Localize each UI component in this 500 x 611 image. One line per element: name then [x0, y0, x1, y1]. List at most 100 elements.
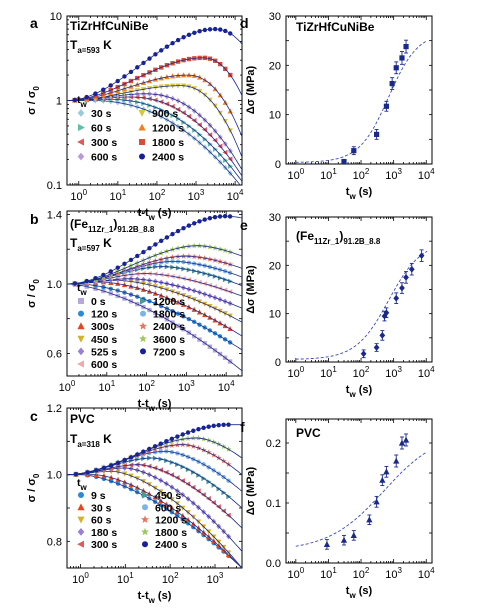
panel-title: (Fe11Zr_1)91.2B_8.8 [296, 229, 381, 246]
data-point [383, 100, 390, 112]
y-tick-label: 0.6 [47, 348, 62, 360]
legend-item: 180 s [77, 527, 117, 539]
legend-marker [77, 516, 85, 524]
data-point [398, 436, 406, 450]
legend-label: 60 s [91, 123, 112, 135]
x-tick-label: 101 [320, 566, 337, 581]
point-marker [393, 294, 400, 302]
legend-item: 300s [77, 321, 115, 333]
y-axis-label: Δσ (MPa) [245, 265, 257, 314]
legend-label: 900 s [152, 108, 178, 120]
fit-curve [295, 451, 428, 547]
panel-e: 100 101 102 103 104 0 10 20 30 tw (s) Δσ (MPa) e (Fe… [240, 212, 435, 399]
legend-item: 2400 s [139, 152, 184, 164]
y-tick-label: 1.4 [47, 209, 62, 221]
legend-marker [141, 515, 149, 523]
panel-label: e [240, 217, 248, 233]
series-2400s [67, 26, 242, 103]
legend-label: 7200 s [153, 346, 185, 358]
panel-title: PVC [296, 426, 321, 440]
plot-frame [285, 418, 433, 564]
panel-d: 100 101 102 103 104 0 10 20 30 tw (s) Δσ (MPa) d TiZ… [240, 11, 435, 201]
legend-item: 300 s [77, 539, 117, 551]
x-tick-label: 100 [287, 365, 304, 380]
legend-item: 1200 s [141, 515, 187, 527]
legend-item: 2400 s [139, 321, 185, 333]
legend-item: 30 s [77, 108, 112, 120]
legend-marker [78, 492, 84, 498]
x-tick-label: 102 [353, 167, 370, 182]
panel-title: PVC [70, 412, 95, 426]
plot-frame [66, 210, 243, 377]
legend-marker [142, 541, 148, 548]
data-point [323, 539, 331, 550]
series-120s [67, 281, 242, 351]
legend-marker [78, 123, 85, 132]
y-tick-label: 0.1 [266, 498, 281, 510]
data-point [373, 343, 380, 352]
data-point [351, 146, 357, 156]
point-marker [373, 131, 380, 137]
panel-label: a [30, 15, 38, 31]
data-point [403, 271, 409, 284]
series-2400s [67, 253, 242, 287]
legend-label: 600 s [91, 152, 117, 164]
point-marker [373, 498, 380, 505]
x-axis-label: t-tw (s) [138, 207, 172, 222]
legend-marker [141, 527, 149, 536]
legend-item: 600 s [142, 502, 181, 514]
x-axis-label: tw (s) [346, 186, 373, 201]
series-2400s [67, 422, 242, 477]
x-tick-label: 104 [218, 379, 235, 394]
point-marker [403, 43, 409, 50]
x-tick-label: 103 [385, 365, 402, 380]
legend-item: 1800 s [140, 309, 185, 321]
legend-marker [77, 540, 84, 548]
legend-item: 450 s [142, 490, 181, 502]
point-marker [381, 312, 388, 320]
point-marker [366, 516, 373, 523]
x-tick-label: 103 [178, 379, 195, 394]
data-point [373, 495, 380, 508]
legend-label: 1800 s [155, 527, 187, 539]
point-marker [379, 476, 386, 483]
x-axis-label: tw (s) [346, 585, 373, 600]
panel-subtitle: Ta=318 K [70, 432, 112, 449]
y-axis-label: σ / σ0 [26, 279, 41, 308]
legend-marker [142, 491, 149, 499]
point-marker [408, 265, 415, 273]
legend-label: 9 s [91, 490, 106, 502]
plot-area [67, 214, 242, 372]
legend-marker [139, 334, 147, 343]
legend-label: 600 s [155, 502, 181, 514]
legend-marker [78, 310, 84, 317]
data-point [393, 292, 400, 304]
x-tick-label: 101 [320, 365, 337, 380]
legend-item: 1200 s [140, 296, 185, 308]
plot-area [67, 26, 242, 185]
point-marker [383, 309, 390, 317]
data-point [379, 330, 386, 341]
legend-item: 9 s [78, 490, 106, 502]
plot-frame [285, 15, 433, 165]
x-tick-label: 101 [110, 188, 127, 203]
data-point [399, 282, 405, 294]
legend-title: tw [77, 282, 88, 297]
x-tick-label: 104 [418, 365, 435, 380]
x-tick-label: 103 [385, 167, 402, 182]
y-tick-label: 1.0 [47, 470, 62, 482]
x-tick-label: 101 [320, 167, 337, 182]
point-marker [393, 65, 399, 71]
legend-item: 60 s [78, 123, 112, 135]
legend-label: 180 s [91, 527, 117, 539]
x-tick-label: 104 [418, 566, 435, 581]
legend-label: 30 s [91, 502, 112, 514]
x-tick-label: 103 [207, 571, 224, 586]
legend-item: 3600 s [139, 334, 185, 346]
legend-label: 120 s [91, 309, 117, 321]
legend-marker [140, 297, 147, 305]
legend-marker [139, 139, 145, 145]
